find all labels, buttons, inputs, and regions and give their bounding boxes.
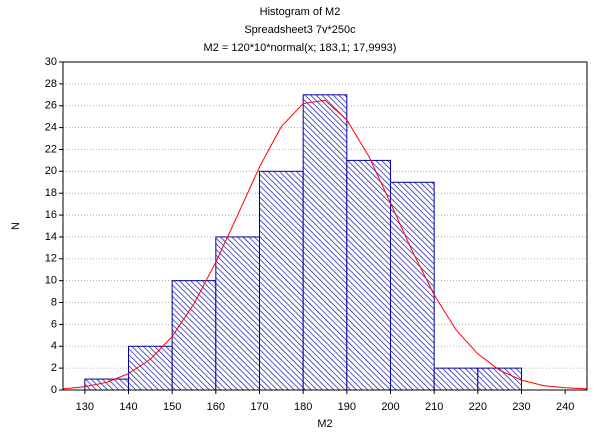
y-tick-label: 26 (45, 100, 57, 112)
y-tick-label: 20 (45, 165, 57, 177)
x-tick-label: 150 (163, 401, 181, 413)
x-tick-label: 160 (207, 401, 225, 413)
histogram-bar (215, 236, 260, 391)
histogram-bar (477, 367, 523, 391)
x-tick-label: 170 (250, 401, 268, 413)
chart-subtitle: Spreadsheet3 7v*250c (244, 24, 356, 36)
x-tick-label: 190 (338, 401, 356, 413)
plot-frame (62, 61, 588, 391)
y-tick-label: 0 (51, 384, 57, 396)
histogram-bar (302, 94, 348, 391)
x-tick-label: 140 (119, 401, 137, 413)
histogram-bar (346, 159, 392, 391)
y-tick-label: 14 (45, 231, 57, 243)
x-tick-label: 220 (469, 401, 487, 413)
x-tick-label: 130 (76, 401, 94, 413)
fit-curve (62, 99, 588, 390)
histogram-bar (84, 378, 130, 391)
y-tick-label: 4 (51, 340, 57, 352)
y-axis-label: N (10, 222, 22, 230)
y-tick-label: 30 (45, 56, 57, 68)
y-tick-label: 16 (45, 209, 57, 221)
y-tick-label: 6 (51, 318, 57, 330)
y-tick-label: 10 (45, 275, 57, 287)
x-axis-label: M2 (317, 418, 332, 430)
y-tick-label: 18 (45, 187, 57, 199)
x-tick-label: 240 (556, 401, 574, 413)
y-tick-label: 24 (45, 122, 57, 134)
y-tick-label: 22 (45, 143, 57, 155)
x-tick-label: 230 (512, 401, 530, 413)
x-tick-label: 200 (381, 401, 399, 413)
y-tick-label: 2 (51, 362, 57, 374)
y-tick-label: 28 (45, 78, 57, 90)
x-tick-label: 210 (425, 401, 443, 413)
histogram-bar (390, 181, 435, 391)
x-tick-label: 180 (294, 401, 312, 413)
histogram-bar (128, 345, 173, 391)
fit-annotation: M2 = 120*10*normal(x; 183,1; 17,9993) (204, 42, 397, 54)
chart-title: Histogram of M2 (260, 6, 341, 18)
histogram-bar (433, 367, 479, 391)
y-tick-label: 8 (51, 296, 57, 308)
histogram-bar (259, 170, 304, 391)
y-tick-label: 12 (45, 253, 57, 265)
histogram-bar (171, 280, 217, 391)
